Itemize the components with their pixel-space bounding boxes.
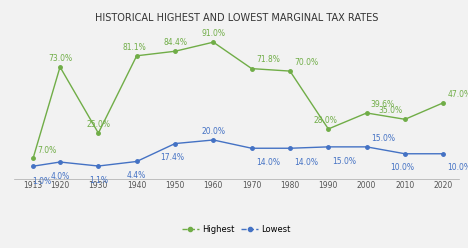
Text: 25.0%: 25.0% <box>87 120 110 129</box>
Text: 17.4%: 17.4% <box>160 153 184 162</box>
Lowest <box>440 152 446 155</box>
Text: 73.0%: 73.0% <box>48 54 72 63</box>
Highest <box>364 112 369 115</box>
Line: Lowest: Lowest <box>31 138 445 168</box>
Text: 81.1%: 81.1% <box>122 43 146 52</box>
Text: 7.0%: 7.0% <box>37 146 57 155</box>
Title: HISTORICAL HIGHEST AND LOWEST MARGINAL TAX RATES: HISTORICAL HIGHEST AND LOWEST MARGINAL T… <box>95 13 378 23</box>
Lowest <box>211 138 216 141</box>
Text: 1.0%: 1.0% <box>32 177 51 186</box>
Text: 1.1%: 1.1% <box>89 176 108 185</box>
Lowest <box>287 147 293 150</box>
Text: 4.4%: 4.4% <box>127 171 146 180</box>
Text: 14.0%: 14.0% <box>294 158 318 167</box>
Text: 14.0%: 14.0% <box>256 158 280 167</box>
Lowest <box>402 152 408 155</box>
Text: 15.0%: 15.0% <box>332 156 357 166</box>
Highest <box>249 67 255 70</box>
Text: 20.0%: 20.0% <box>201 127 226 136</box>
Lowest <box>57 160 63 163</box>
Highest <box>326 127 331 130</box>
Legend: Highest, Lowest: Highest, Lowest <box>179 221 294 237</box>
Text: 84.4%: 84.4% <box>163 38 187 47</box>
Lowest <box>30 165 36 168</box>
Highest <box>440 101 446 104</box>
Highest <box>172 50 178 53</box>
Text: 47.0%: 47.0% <box>447 90 468 99</box>
Text: 4.0%: 4.0% <box>51 172 70 181</box>
Highest <box>57 65 63 68</box>
Text: 10.0%: 10.0% <box>447 163 468 172</box>
Highest <box>211 41 216 44</box>
Highest <box>402 118 408 121</box>
Lowest <box>134 160 139 163</box>
Lowest <box>326 145 331 148</box>
Text: 70.0%: 70.0% <box>294 58 318 67</box>
Lowest <box>95 164 101 167</box>
Text: 91.0%: 91.0% <box>201 29 226 38</box>
Lowest <box>249 147 255 150</box>
Highest <box>134 54 139 57</box>
Text: 15.0%: 15.0% <box>371 134 395 143</box>
Text: 39.6%: 39.6% <box>371 100 395 109</box>
Text: 28.0%: 28.0% <box>314 116 337 125</box>
Text: 10.0%: 10.0% <box>390 163 414 172</box>
Highest <box>287 70 293 73</box>
Text: 71.8%: 71.8% <box>256 56 280 64</box>
Highest <box>30 156 36 159</box>
Lowest <box>172 142 178 145</box>
Text: 35.0%: 35.0% <box>378 106 402 115</box>
Line: Highest: Highest <box>31 40 445 160</box>
Lowest <box>364 145 369 148</box>
Highest <box>95 132 101 135</box>
